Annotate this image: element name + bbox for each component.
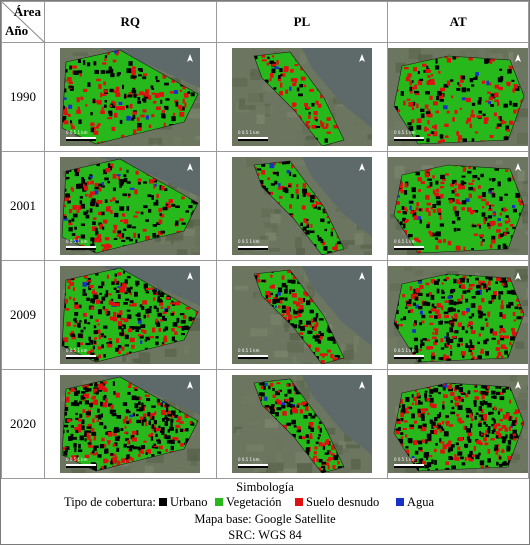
svg-text:0 0.5 1 km: 0 0.5 1 km [66, 457, 88, 462]
map-rq-2009: 0 0.5 1 km [60, 266, 201, 364]
vegetacion-swatch [215, 498, 223, 506]
column-header-at: AT [387, 1, 529, 43]
year-label: 2001 [1, 151, 45, 261]
legend-item-suelo-desnudo: Suelo desnudo [295, 495, 379, 510]
svg-text:0 0.5 1 km: 0 0.5 1 km [238, 130, 260, 135]
land-cover-table: Área Año RQ PL AT 1990 0 0.5 1 km 0 0.5 … [1, 1, 529, 479]
legend-item-vegetacion: Vegetación [215, 495, 282, 510]
land-cover-map: 0 0.5 1 km [231, 375, 372, 473]
scale-bar: 0 0.5 1 km [394, 239, 425, 250]
year-label: 2009 [1, 260, 45, 370]
map-at-2009: 0 0.5 1 km [388, 266, 529, 364]
agua-swatch [396, 498, 404, 506]
coverage-type-label: Tipo de cobertura: [64, 495, 156, 509]
land-cover-map: 0 0.5 1 km [388, 48, 529, 146]
svg-text:0 0.5 1 km: 0 0.5 1 km [394, 348, 416, 353]
scale-bar: 0 0.5 1 km [66, 348, 97, 359]
land-cover-map: 0 0.5 1 km [231, 48, 372, 146]
year-label: 2020 [1, 369, 45, 479]
north-arrow-icon [358, 381, 365, 389]
year-label: 1990 [1, 42, 45, 152]
scale-bar: 0 0.5 1 km [394, 130, 425, 141]
svg-text:0 0.5 1 km: 0 0.5 1 km [66, 130, 88, 135]
legend: Simbología Tipo de cobertura: Urbano Veg… [1, 478, 529, 544]
north-arrow-icon [187, 381, 194, 389]
legend-item-agua: Agua [396, 495, 434, 510]
corner-header: Área Año [1, 1, 45, 43]
land-cover-map: 0 0.5 1 km [60, 375, 201, 473]
row-2001: 2001 0 0.5 1 km 0 0.5 1 km 0 0.5 1 km [1, 151, 529, 261]
crs-note: SRC: WGS 84 [228, 528, 302, 542]
north-arrow-icon [515, 272, 522, 280]
legend-classes-row: Tipo de cobertura: Urbano Vegetación Sue… [1, 495, 529, 511]
row-1990: 1990 0 0.5 1 km 0 0.5 1 km 0 0.5 1 km [1, 42, 529, 152]
land-cover-map: 0 0.5 1 km [231, 266, 372, 364]
north-arrow-icon [515, 54, 522, 62]
scale-bar: 0 0.5 1 km [66, 239, 97, 250]
legend-title: Simbología [236, 480, 294, 494]
svg-text:0 0.5 1 km: 0 0.5 1 km [66, 239, 88, 244]
map-rq-2001: 0 0.5 1 km [60, 157, 201, 255]
north-arrow-icon [358, 54, 365, 62]
north-arrow-icon [358, 163, 365, 171]
map-pl-1990: 0 0.5 1 km [231, 48, 372, 146]
land-cover-map: 0 0.5 1 km [388, 375, 529, 473]
svg-text:0 0.5 1 km: 0 0.5 1 km [394, 130, 416, 135]
scale-bar: 0 0.5 1 km [394, 348, 425, 359]
north-arrow-icon [187, 163, 194, 171]
basemap-note: Mapa base: Google Satellite [194, 512, 336, 526]
year-header: Año [5, 23, 29, 38]
land-cover-map: 0 0.5 1 km [231, 157, 372, 255]
north-arrow-icon [358, 272, 365, 280]
legend-item-urbano: Urbano [159, 495, 208, 510]
scale-bar: 0 0.5 1 km [394, 457, 425, 468]
scale-bar: 0 0.5 1 km [237, 457, 268, 468]
north-arrow-icon [187, 54, 194, 62]
map-at-2001: 0 0.5 1 km [388, 157, 529, 255]
suelo-desnudo-swatch [295, 498, 303, 506]
svg-text:0 0.5 1 km: 0 0.5 1 km [238, 348, 260, 353]
svg-text:0 0.5 1 km: 0 0.5 1 km [394, 239, 416, 244]
map-at-1990: 0 0.5 1 km [388, 48, 529, 146]
land-cover-map: 0 0.5 1 km [60, 157, 201, 255]
row-2020: 2020 0 0.5 1 km 0 0.5 1 km 0 0.5 1 km [1, 369, 529, 479]
map-pl-2020: 0 0.5 1 km [231, 375, 372, 473]
scale-bar: 0 0.5 1 km [237, 239, 268, 250]
svg-text:0 0.5 1 km: 0 0.5 1 km [238, 239, 260, 244]
map-rq-2020: 0 0.5 1 km [60, 375, 201, 473]
row-2009: 2009 0 0.5 1 km 0 0.5 1 km 0 0.5 1 km [1, 260, 529, 370]
svg-text:0 0.5 1 km: 0 0.5 1 km [66, 348, 88, 353]
land-cover-map: 0 0.5 1 km [388, 266, 529, 364]
scale-bar: 0 0.5 1 km [237, 348, 268, 359]
svg-text:0 0.5 1 km: 0 0.5 1 km [238, 457, 260, 462]
land-cover-map: 0 0.5 1 km [60, 48, 201, 146]
urbano-swatch [159, 498, 167, 506]
map-at-2020: 0 0.5 1 km [388, 375, 529, 473]
north-arrow-icon [187, 272, 194, 280]
north-arrow-icon [515, 163, 522, 171]
scale-bar: 0 0.5 1 km [237, 130, 268, 141]
land-cover-map: 0 0.5 1 km [60, 266, 201, 364]
scale-bar: 0 0.5 1 km [66, 130, 97, 141]
area-header: Área [13, 4, 41, 19]
map-pl-2009: 0 0.5 1 km [231, 266, 372, 364]
north-arrow-icon [515, 381, 522, 389]
column-header-rq: RQ [43, 1, 217, 43]
land-cover-map: 0 0.5 1 km [388, 157, 529, 255]
map-pl-2001: 0 0.5 1 km [231, 157, 372, 255]
diagonal-divider [2, 2, 44, 42]
scale-bar: 0 0.5 1 km [66, 457, 97, 468]
column-header-pl: PL [215, 1, 389, 43]
map-rq-1990: 0 0.5 1 km [60, 48, 201, 146]
